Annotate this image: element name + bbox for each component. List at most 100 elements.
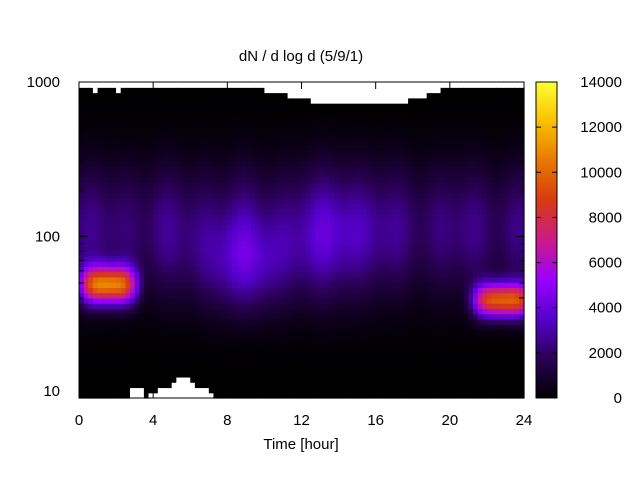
heatmap-cell (269, 308, 275, 315)
heatmap-cell (148, 145, 154, 152)
heatmap-cell (431, 266, 437, 273)
heatmap-cell (426, 234, 432, 241)
heatmap-cell (412, 124, 418, 130)
heatmap-cell (282, 350, 289, 357)
heatmap-cell (162, 145, 168, 152)
heatmap-cell (440, 303, 446, 310)
heatmap-cell (269, 313, 275, 320)
heatmap-cell (366, 203, 372, 209)
heatmap-cell (459, 261, 465, 267)
heatmap-cell (398, 92, 405, 99)
heatmap-cell (426, 139, 432, 146)
heatmap-cell (422, 103, 428, 109)
heatmap-cell (227, 224, 233, 231)
heatmap-cell (227, 134, 233, 141)
heatmap-cell (106, 282, 113, 288)
heatmap-cell (394, 324, 400, 331)
heatmap-cell (347, 261, 354, 267)
heatmap-cell (92, 355, 99, 362)
heatmap-cell (199, 340, 205, 346)
heatmap-cell (180, 166, 187, 173)
heatmap-cell (245, 97, 252, 104)
heatmap-cell (245, 245, 252, 252)
heatmap-cell (185, 366, 191, 373)
heatmap-cell (102, 113, 108, 120)
heatmap-cell (329, 366, 335, 373)
heatmap-cell (412, 392, 418, 399)
heatmap-cell (190, 145, 196, 152)
heatmap-cell (292, 240, 298, 246)
heatmap-cell (315, 139, 321, 146)
heatmap-cell (329, 255, 335, 262)
heatmap-cell (259, 182, 266, 188)
heatmap-cell (394, 171, 400, 178)
heatmap-cell (329, 250, 335, 257)
heatmap-cell (347, 129, 354, 136)
heatmap-cell (125, 182, 131, 188)
heatmap-cell (287, 340, 293, 346)
heatmap-cell (250, 319, 256, 325)
heatmap-cell (79, 303, 85, 310)
heatmap-cell (394, 250, 400, 257)
heatmap-cell (301, 313, 307, 320)
heatmap-cell (79, 276, 85, 283)
heatmap-cell (129, 234, 136, 241)
heatmap-cell (371, 229, 377, 236)
heatmap-cell (412, 166, 418, 173)
heatmap-cell (139, 387, 145, 394)
heatmap-cell (134, 129, 140, 136)
heatmap-cell (134, 118, 140, 125)
heatmap-cell (431, 303, 437, 310)
heatmap-cell (426, 387, 432, 394)
heatmap-cell (347, 87, 354, 94)
heatmap-cell (269, 324, 275, 331)
heatmap-cell (324, 166, 330, 173)
heatmap-cell (324, 113, 330, 120)
heatmap-cell (384, 150, 391, 157)
heatmap-cell (412, 171, 418, 178)
heatmap-cell (116, 176, 122, 183)
heatmap-cell (83, 366, 89, 373)
heatmap-cell (389, 319, 395, 325)
heatmap-cell (408, 171, 414, 178)
heatmap-cell (352, 329, 358, 336)
heatmap-cell (180, 182, 187, 188)
heatmap-cell (361, 292, 367, 299)
heatmap-cell (102, 197, 108, 204)
heatmap-cell (116, 218, 122, 225)
heatmap-cell (320, 287, 326, 294)
heatmap-cell (426, 271, 432, 278)
heatmap-cell (343, 366, 349, 373)
heatmap-cell (111, 197, 117, 204)
heatmap-cell (380, 271, 386, 278)
heatmap-cell (440, 245, 446, 252)
heatmap-cell (106, 118, 113, 125)
heatmap-cell (366, 355, 372, 362)
heatmap-cell (445, 303, 451, 310)
heatmap-cell (204, 376, 210, 383)
heatmap-cell (157, 113, 164, 120)
heatmap-cell (422, 287, 428, 294)
heatmap-cell (134, 266, 140, 273)
heatmap-cell (408, 287, 414, 294)
heatmap-cell (88, 255, 94, 262)
heatmap-cell (255, 276, 261, 283)
heatmap-cell (408, 82, 414, 88)
heatmap-cell (320, 134, 326, 141)
heatmap-cell (143, 134, 150, 141)
heatmap-cell (352, 255, 358, 262)
heatmap-cell (287, 203, 293, 209)
heatmap-cell (185, 134, 191, 141)
heatmap-cell (278, 297, 284, 304)
heatmap-cell (231, 124, 238, 130)
heatmap-cell (347, 297, 354, 304)
heatmap-cell (357, 224, 363, 231)
heatmap-cell (459, 303, 465, 310)
heatmap-cell (384, 113, 391, 120)
heatmap-cell (92, 187, 99, 194)
heatmap-cell (213, 155, 219, 162)
heatmap-cell (422, 240, 428, 246)
heatmap-cell (310, 350, 317, 357)
heatmap-cell (79, 345, 85, 352)
heatmap-cell (143, 87, 150, 94)
